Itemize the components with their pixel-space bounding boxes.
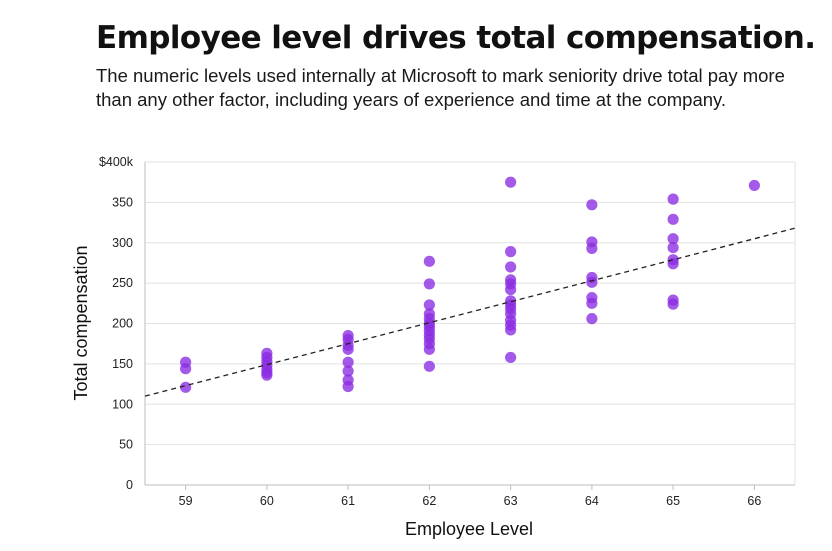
data-point	[667, 193, 679, 205]
data-point	[667, 298, 679, 310]
data-point	[423, 278, 435, 290]
data-point	[261, 369, 273, 381]
chart-title: Employee level drives total compensation…	[96, 20, 816, 56]
data-point	[505, 324, 517, 336]
data-point	[586, 276, 598, 288]
y-tick-label: 100	[112, 397, 133, 411]
data-point	[505, 261, 517, 273]
x-tick-label: 64	[585, 494, 599, 508]
y-tick-label: 350	[112, 195, 133, 209]
trend-layer	[144, 227, 796, 397]
x-tick-label: 63	[504, 494, 518, 508]
data-point	[667, 258, 679, 270]
y-tick-label: $400k	[99, 155, 134, 169]
point-layer	[180, 176, 760, 393]
data-point	[586, 199, 598, 211]
data-point	[423, 255, 435, 267]
data-point	[423, 360, 435, 372]
data-point	[586, 313, 598, 325]
x-tick-label: 61	[341, 494, 355, 508]
x-axis-label: Employee Level	[405, 519, 533, 539]
y-axis-label: Total compensation	[71, 245, 91, 400]
x-tick-label: 65	[666, 494, 680, 508]
y-tick-label: 200	[112, 317, 133, 331]
x-tick-label: 59	[179, 494, 193, 508]
grid-layer	[145, 161, 795, 446]
data-point	[505, 176, 517, 188]
data-point	[342, 356, 354, 368]
y-tick-label: 0	[126, 478, 133, 492]
y-tick-label: 50	[119, 438, 133, 452]
data-point	[667, 241, 679, 254]
data-point	[586, 297, 598, 309]
data-point	[586, 242, 598, 255]
y-tick-label: 300	[112, 236, 133, 250]
axis-layer: 0 50 100 150 200 250 300 350 $400k 59 60 61 62 63 64 65…	[99, 155, 796, 508]
trendline	[144, 227, 796, 397]
data-point	[180, 381, 192, 393]
data-point	[667, 213, 679, 225]
data-point	[748, 179, 760, 192]
data-point	[423, 343, 435, 355]
data-point	[342, 365, 354, 377]
data-point	[505, 246, 517, 258]
chart-subtitle: The numeric levels used internally at Mi…	[96, 65, 785, 110]
data-point	[505, 351, 517, 364]
y-tick-label: 150	[112, 357, 133, 371]
data-point	[342, 343, 354, 355]
data-point	[423, 299, 435, 311]
data-point	[342, 380, 354, 393]
data-point	[667, 233, 679, 245]
x-tick-label: 66	[747, 494, 761, 508]
x-tick-label: 60	[260, 494, 274, 508]
data-point	[505, 283, 517, 296]
data-point	[180, 363, 192, 375]
y-tick-label: 250	[112, 276, 133, 290]
x-tick-label: 62	[422, 494, 436, 508]
